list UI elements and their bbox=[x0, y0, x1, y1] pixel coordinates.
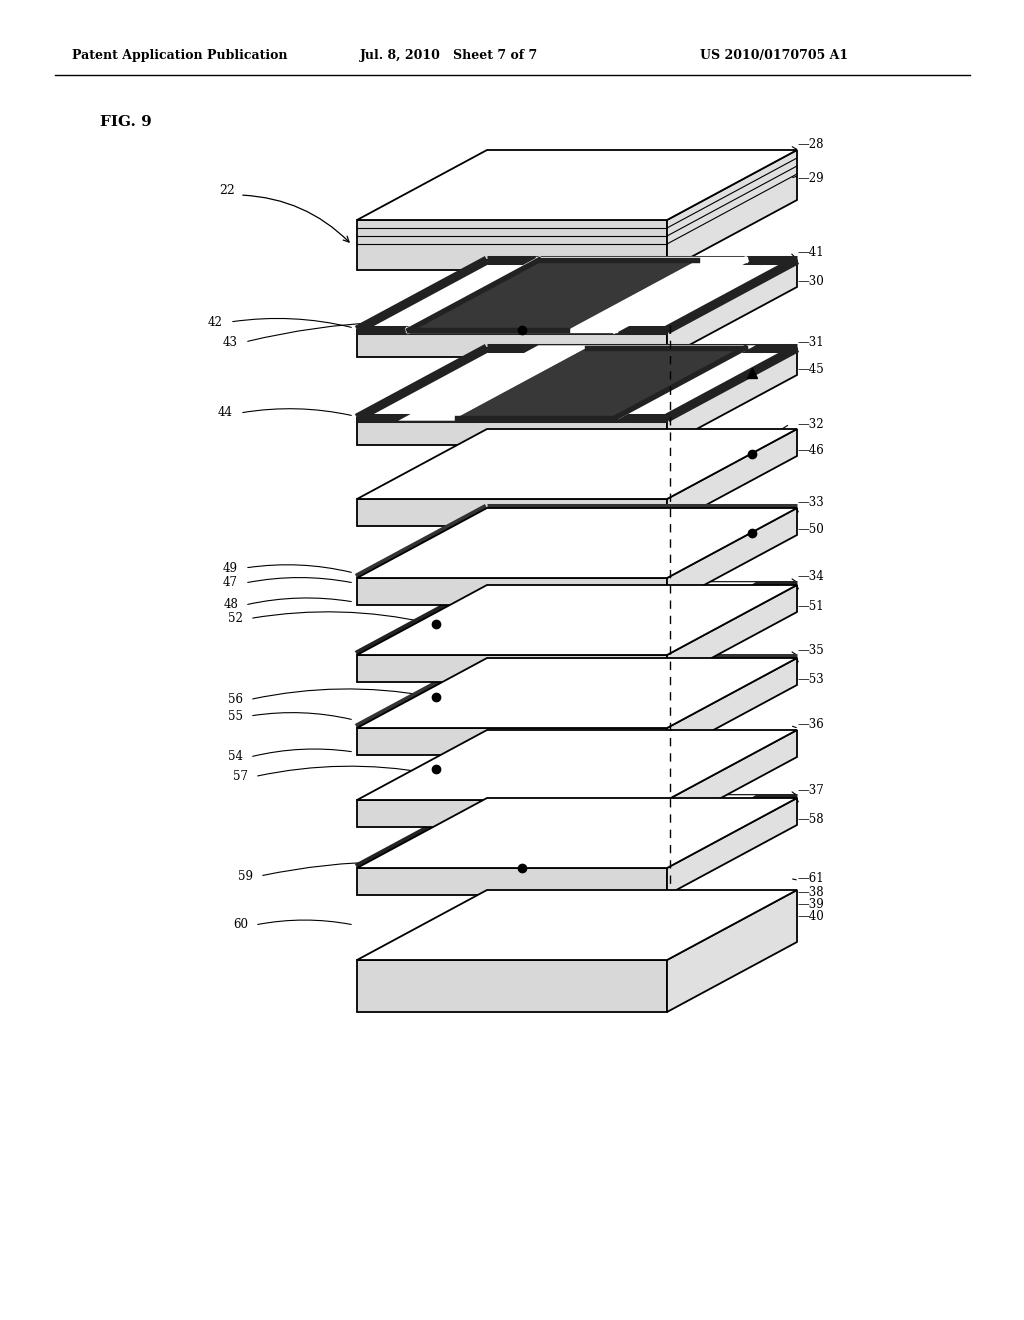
Polygon shape bbox=[357, 730, 797, 800]
Text: —35: —35 bbox=[797, 644, 823, 656]
Polygon shape bbox=[402, 508, 752, 578]
Polygon shape bbox=[357, 260, 797, 330]
Text: —34: —34 bbox=[797, 570, 823, 583]
Text: FIG. 9: FIG. 9 bbox=[100, 115, 152, 129]
Polygon shape bbox=[402, 553, 498, 578]
Polygon shape bbox=[357, 960, 667, 1012]
Text: 54: 54 bbox=[228, 751, 243, 763]
Text: 59: 59 bbox=[238, 870, 253, 883]
Text: 57: 57 bbox=[233, 770, 248, 783]
Text: —51: —51 bbox=[797, 601, 823, 612]
Polygon shape bbox=[457, 348, 745, 418]
Polygon shape bbox=[357, 890, 797, 960]
Polygon shape bbox=[667, 150, 797, 271]
Text: —33: —33 bbox=[797, 496, 823, 510]
Polygon shape bbox=[667, 260, 797, 356]
Polygon shape bbox=[667, 508, 797, 605]
Polygon shape bbox=[357, 729, 667, 755]
Polygon shape bbox=[409, 799, 745, 869]
Polygon shape bbox=[357, 348, 797, 418]
Polygon shape bbox=[667, 348, 797, 445]
Polygon shape bbox=[409, 585, 745, 655]
Text: —46: —46 bbox=[797, 444, 823, 457]
Polygon shape bbox=[357, 330, 667, 356]
Text: —29: —29 bbox=[797, 172, 823, 185]
Polygon shape bbox=[357, 800, 667, 828]
Text: Jul. 8, 2010   Sheet 7 of 7: Jul. 8, 2010 Sheet 7 of 7 bbox=[360, 49, 539, 62]
Text: —37: —37 bbox=[797, 784, 823, 796]
Polygon shape bbox=[667, 429, 797, 525]
Polygon shape bbox=[409, 260, 745, 330]
Polygon shape bbox=[409, 260, 697, 330]
Polygon shape bbox=[409, 799, 697, 869]
Text: 49: 49 bbox=[223, 561, 238, 574]
Text: —38: —38 bbox=[797, 886, 823, 899]
Polygon shape bbox=[357, 585, 797, 655]
Polygon shape bbox=[409, 348, 745, 418]
Polygon shape bbox=[357, 418, 667, 445]
Polygon shape bbox=[667, 657, 797, 755]
Text: —58: —58 bbox=[797, 813, 823, 826]
Polygon shape bbox=[357, 869, 667, 895]
Text: —30: —30 bbox=[797, 275, 823, 288]
Text: Patent Application Publication: Patent Application Publication bbox=[72, 49, 288, 62]
Text: —50: —50 bbox=[797, 523, 823, 536]
Text: —61: —61 bbox=[797, 871, 823, 884]
Text: —32: —32 bbox=[797, 417, 823, 430]
Polygon shape bbox=[572, 704, 668, 729]
Polygon shape bbox=[667, 730, 797, 828]
Polygon shape bbox=[402, 657, 752, 729]
Text: 52: 52 bbox=[228, 612, 243, 624]
Text: 47: 47 bbox=[223, 577, 238, 590]
Polygon shape bbox=[667, 799, 797, 895]
Text: 22: 22 bbox=[219, 183, 234, 197]
Text: —39: —39 bbox=[797, 898, 823, 911]
Polygon shape bbox=[667, 585, 797, 682]
Text: 55: 55 bbox=[228, 710, 243, 722]
Text: —53: —53 bbox=[797, 673, 823, 686]
Polygon shape bbox=[357, 508, 797, 578]
Text: 60: 60 bbox=[233, 919, 248, 932]
Text: —31: —31 bbox=[797, 337, 823, 350]
Text: US 2010/0170705 A1: US 2010/0170705 A1 bbox=[700, 49, 848, 62]
Text: —36: —36 bbox=[797, 718, 823, 731]
Text: 48: 48 bbox=[223, 598, 238, 611]
Polygon shape bbox=[357, 578, 667, 605]
Text: —40: —40 bbox=[797, 909, 823, 923]
Text: 44: 44 bbox=[218, 407, 233, 420]
Text: 56: 56 bbox=[228, 693, 243, 706]
Polygon shape bbox=[667, 890, 797, 1012]
Polygon shape bbox=[357, 220, 667, 271]
Polygon shape bbox=[357, 429, 797, 499]
Polygon shape bbox=[357, 499, 667, 525]
Text: 42: 42 bbox=[208, 315, 223, 329]
Text: —41: —41 bbox=[797, 246, 823, 259]
Text: —28: —28 bbox=[797, 139, 823, 152]
Polygon shape bbox=[357, 150, 797, 220]
Polygon shape bbox=[357, 657, 797, 729]
Polygon shape bbox=[357, 655, 667, 682]
Text: —45: —45 bbox=[797, 363, 823, 376]
Polygon shape bbox=[357, 799, 797, 869]
Text: 43: 43 bbox=[223, 335, 238, 348]
